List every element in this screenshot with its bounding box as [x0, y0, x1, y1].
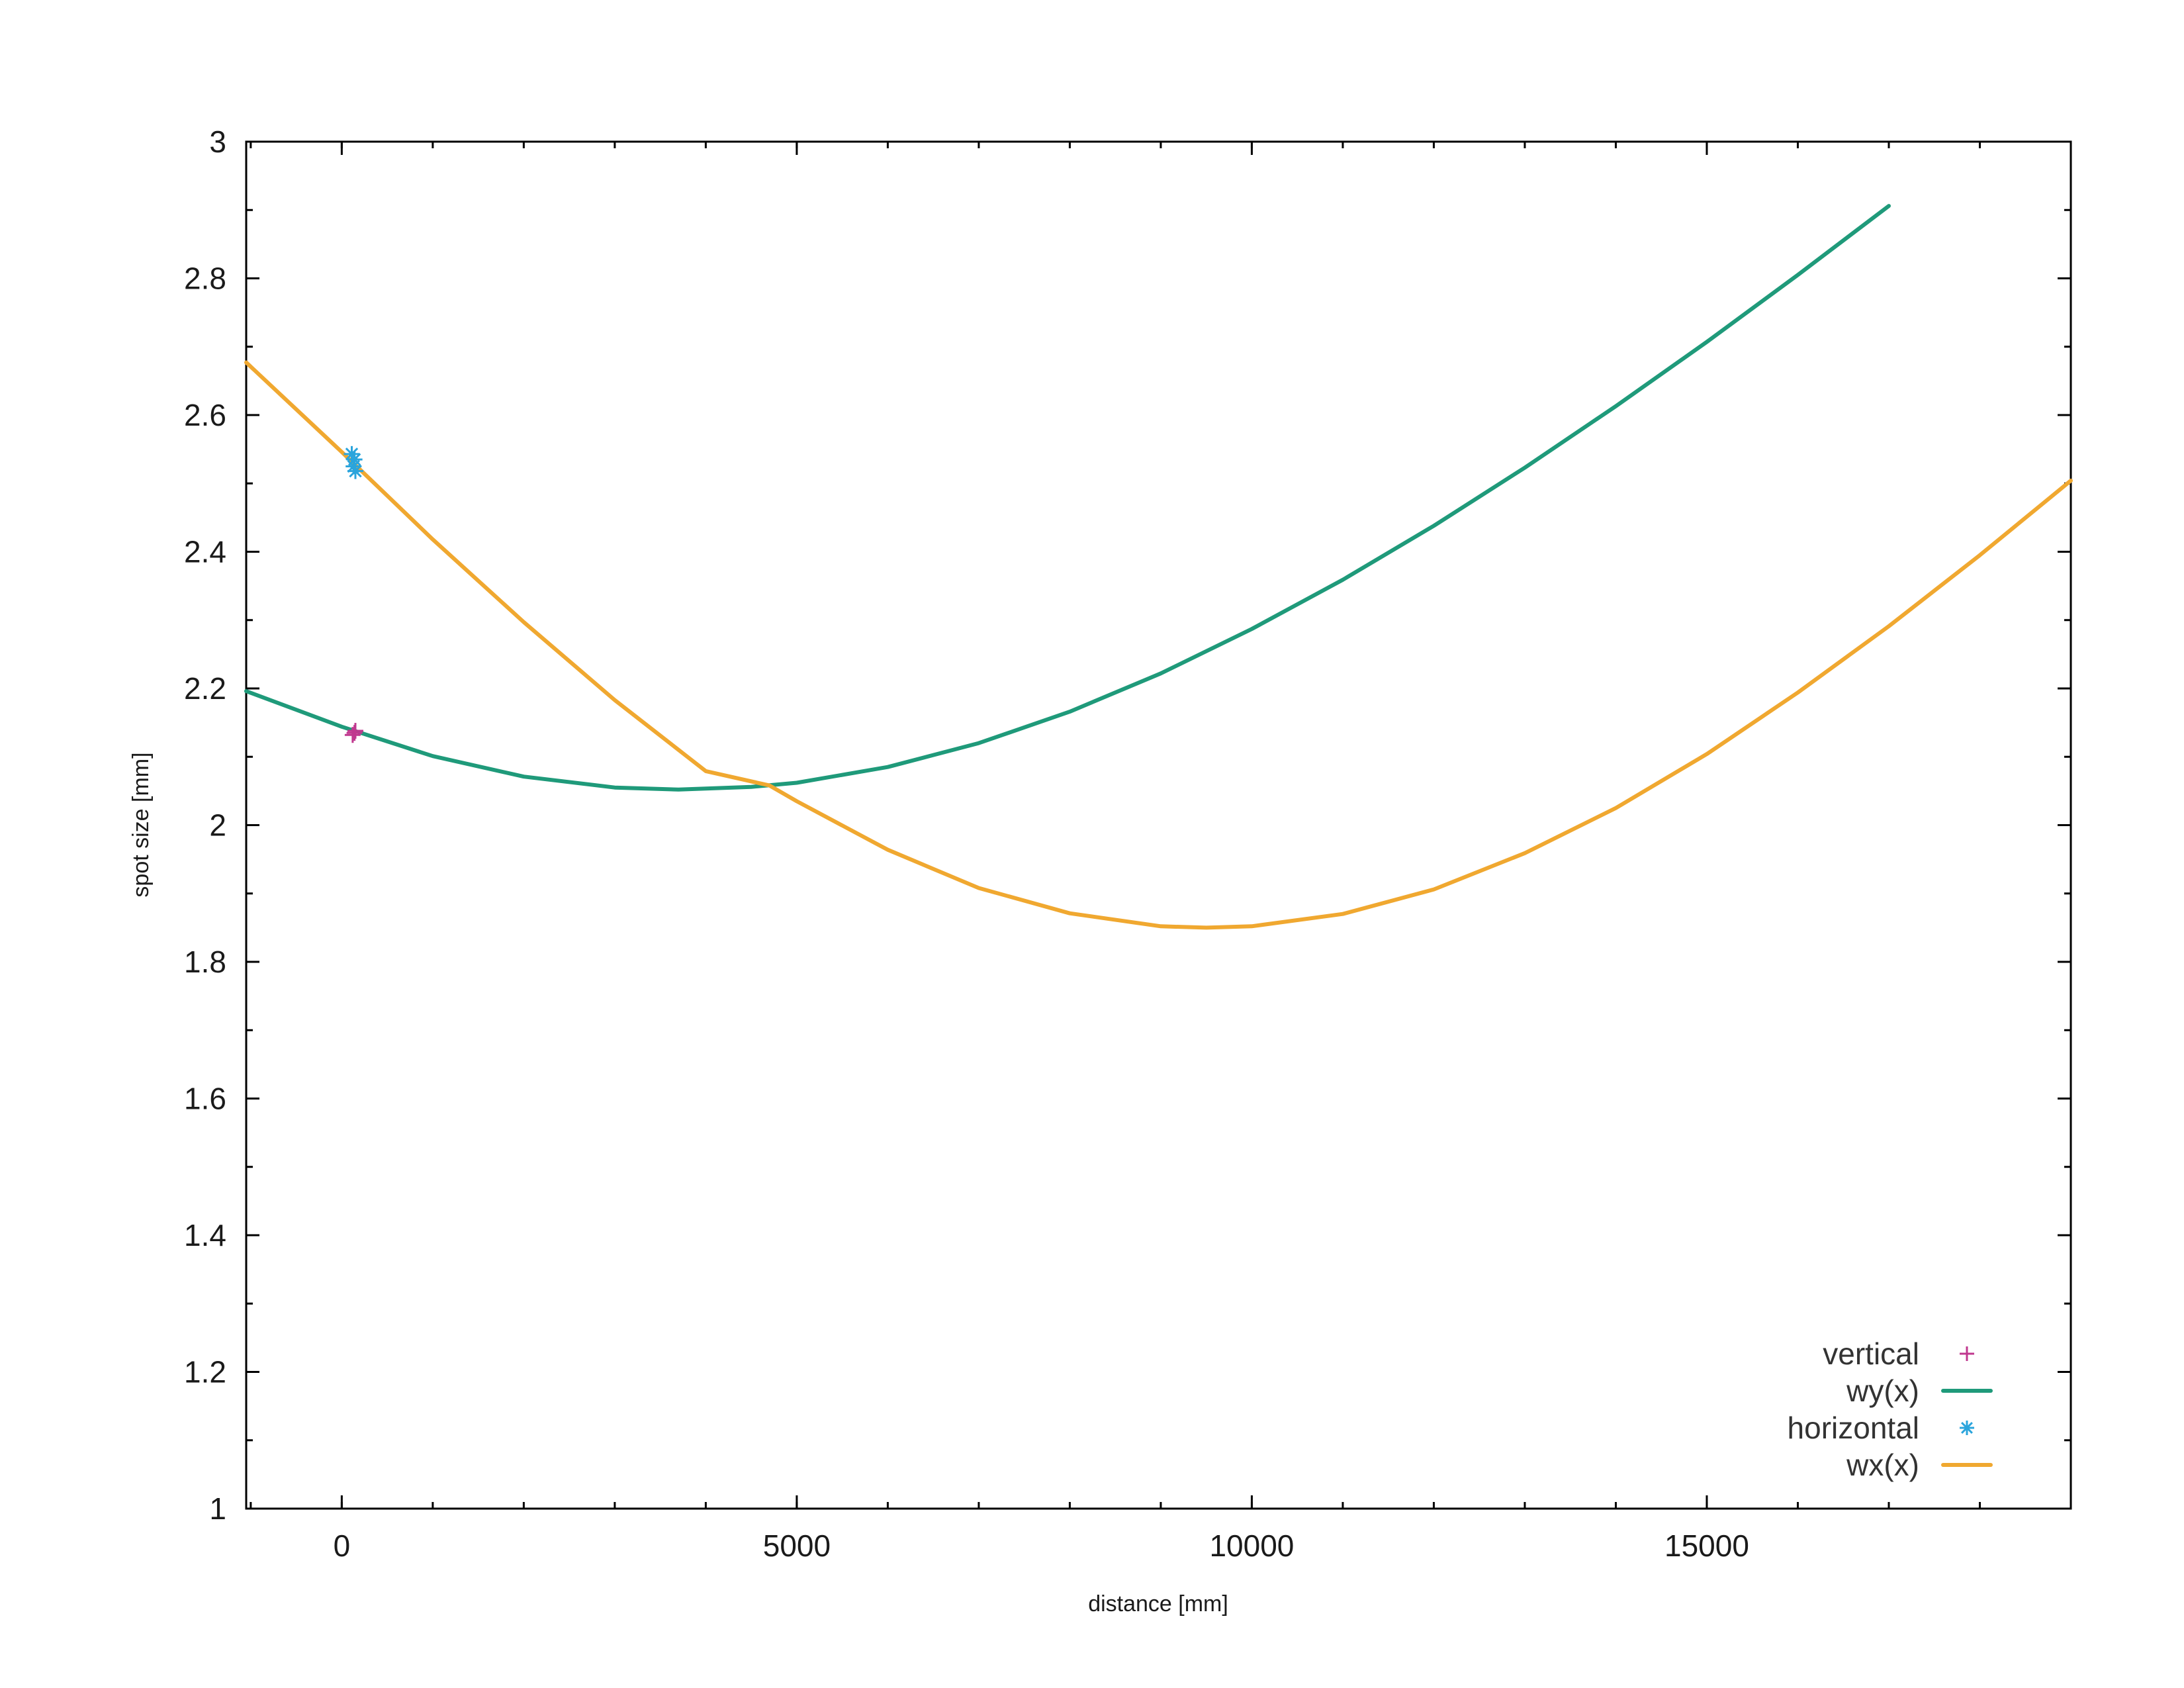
x-tick-label: 5000 [763, 1528, 831, 1563]
data-point-vertical [347, 723, 364, 739]
y-tick-label: 3 [209, 124, 226, 159]
y-axis-label: spot size [mm] [128, 752, 154, 897]
minor-ticks [246, 140, 2072, 1510]
x-tick-labels: 0 5000 10000 15000 [334, 1528, 1749, 1563]
y-tick-label: 2.4 [184, 535, 226, 569]
legend-label: wx(x) [1846, 1448, 1919, 1482]
y-tick-label: 1.8 [184, 945, 226, 979]
major-ticks [246, 140, 2071, 1510]
y-tick-label: 2.8 [184, 261, 226, 296]
y-tick-label: 2.2 [184, 671, 226, 706]
x-tick-label: 0 [334, 1528, 351, 1563]
data-point-vertical [344, 727, 361, 743]
series-points [343, 445, 364, 743]
legend-swatch [1960, 1421, 1974, 1435]
legend-swatch [1960, 1346, 1974, 1361]
y-tick-label: 1.4 [184, 1218, 226, 1252]
x-tick-label: 15000 [1664, 1528, 1749, 1563]
series-lines [244, 204, 2073, 930]
legend-label: wy(x) [1846, 1374, 1919, 1408]
y-tick-label: 1.6 [184, 1082, 226, 1116]
y-tick-label: 2 [209, 808, 226, 843]
series-line-wxx [244, 360, 2073, 930]
data-point-horizontal [347, 463, 364, 479]
legend-label: vertical [1823, 1336, 1919, 1371]
y-tick-label: 2.6 [184, 398, 226, 432]
x-axis-label: distance [mm] [1088, 1591, 1228, 1617]
x-tick-label: 10000 [1209, 1528, 1294, 1563]
y-tick-labels: 1 1.2 1.4 1.6 1.8 2 2.2 2.4 2.6 2.8 3 [184, 124, 226, 1526]
y-tick-label: 1.2 [184, 1355, 226, 1389]
y-tick-label: 1 [209, 1491, 226, 1526]
plot-frame [245, 140, 2072, 1510]
legend-label: horizontal [1788, 1411, 1919, 1445]
series-line-wyx [244, 204, 1891, 792]
